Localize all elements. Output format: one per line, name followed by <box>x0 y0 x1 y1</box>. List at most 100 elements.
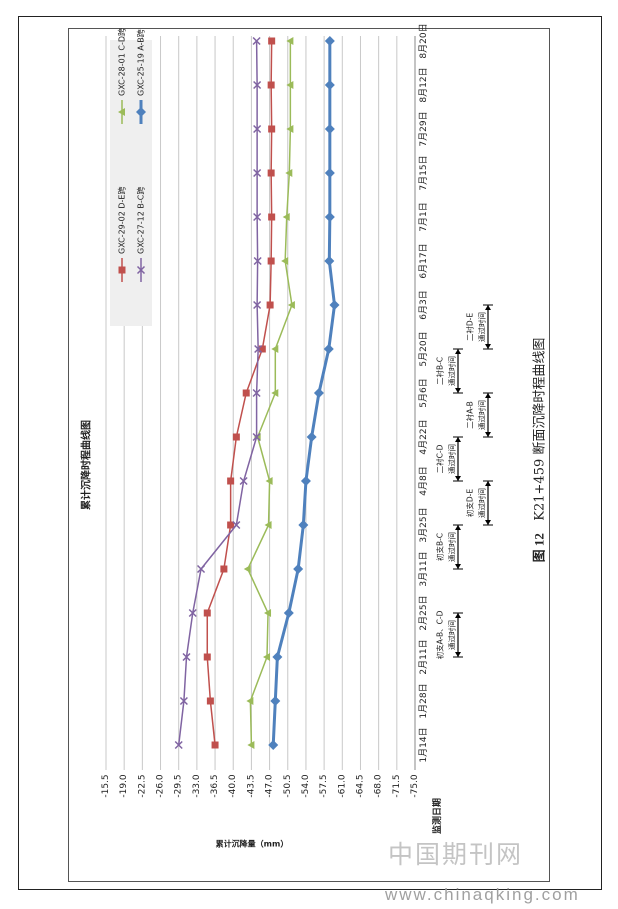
figure-frame <box>68 28 550 882</box>
value-tick-label: -26.0 <box>156 774 166 798</box>
data-point <box>220 565 228 573</box>
data-point <box>268 37 276 45</box>
value-tick-label: -68.0 <box>374 774 384 798</box>
value-tick-label: -19.0 <box>119 774 129 798</box>
data-point <box>206 697 214 705</box>
data-point <box>324 212 335 222</box>
date-tick-label: 6月17日 <box>418 243 429 278</box>
data-point <box>211 741 219 749</box>
data-point <box>324 124 335 134</box>
data-point <box>282 213 290 221</box>
data-point <box>281 257 289 265</box>
date-tick-label: 2月25日 <box>418 595 429 630</box>
date-tick-label: 5月20日 <box>418 331 429 366</box>
data-point <box>267 81 275 89</box>
data-point <box>285 169 293 177</box>
data-point <box>313 388 324 398</box>
value-tick-label: -15.5 <box>101 774 111 797</box>
data-point <box>252 388 261 398</box>
annotation-arrowhead <box>485 344 491 349</box>
data-point <box>179 696 188 706</box>
data-point <box>232 520 241 530</box>
date-tick-label: 5月6日 <box>418 378 429 407</box>
value-tick-label: -36.5 <box>210 774 220 797</box>
data-point <box>300 476 311 486</box>
data-point <box>264 609 272 617</box>
data-point <box>323 344 334 354</box>
watermark-cn: 中国期刊网 <box>388 840 524 869</box>
data-point <box>252 36 261 46</box>
date-tick-label: 3月11日 <box>418 551 429 586</box>
annotation-arrowhead <box>455 437 461 442</box>
data-point <box>253 300 262 310</box>
value-tick-label: -33.0 <box>192 774 202 798</box>
series-line <box>271 41 337 746</box>
data-point <box>298 520 309 530</box>
date-tick-label: 3月25日 <box>418 507 429 542</box>
data-point <box>136 107 146 117</box>
data-point <box>324 36 335 46</box>
date-tick-label: 7月29日 <box>418 111 429 146</box>
figure-title: K21+459 断面沉降时程曲线图 <box>532 337 548 521</box>
data-point <box>329 300 340 310</box>
annotation-label: 通过时间 <box>477 400 487 430</box>
watermark-url: www.chinaqking.com <box>385 885 580 904</box>
annotation-label: 初支A-B、C-D <box>435 610 445 659</box>
data-point <box>188 608 197 618</box>
date-tick-label: 1月28日 <box>418 683 429 718</box>
data-point <box>293 564 304 574</box>
value-axis-title: 累计沉降量（mm） <box>216 839 289 849</box>
data-point <box>254 344 263 354</box>
annotation-arrowhead <box>455 525 461 530</box>
data-point <box>271 345 279 353</box>
value-tick-label: -50.5 <box>283 774 293 797</box>
legend-box <box>110 40 152 326</box>
data-point <box>197 564 206 574</box>
date-tick-label: 2月11日 <box>418 639 429 674</box>
data-point <box>262 653 270 661</box>
annotation-label: 通过时间 <box>447 620 457 650</box>
value-tick-label: -61.0 <box>337 774 347 798</box>
figure-number: 图 12 <box>531 533 547 563</box>
annotation-label: 初支B-C <box>435 533 445 561</box>
date-tick-label: 4月8日 <box>418 466 429 495</box>
data-point <box>271 389 279 397</box>
data-point <box>239 476 248 486</box>
value-tick-label: -54.0 <box>301 774 311 798</box>
data-point <box>253 80 262 90</box>
data-point <box>286 37 294 45</box>
data-point <box>182 652 191 662</box>
value-tick-label: -64.5 <box>355 774 365 797</box>
data-point <box>247 741 255 749</box>
data-point <box>136 265 146 275</box>
data-point <box>118 108 125 116</box>
data-point <box>232 433 240 441</box>
data-point <box>306 432 317 442</box>
value-tick-label: -40.0 <box>228 774 238 798</box>
data-point <box>268 740 279 750</box>
value-tick-label: -29.5 <box>174 774 184 797</box>
annotation-arrowhead <box>485 481 491 486</box>
data-point <box>286 81 294 89</box>
page-frame <box>18 16 602 890</box>
data-point <box>266 301 274 309</box>
data-point <box>270 696 281 706</box>
data-point <box>324 256 335 266</box>
annotation-label: 通过时间 <box>447 356 457 386</box>
legend-label: GXC-29-02 D-E跨 <box>118 187 127 254</box>
data-point <box>246 697 254 705</box>
data-point <box>227 521 235 529</box>
annotation-label: 二衬A-B <box>465 401 475 429</box>
data-point <box>272 652 283 662</box>
date-tick-label: 7月1日 <box>418 202 429 231</box>
annotation-label: 二衬D-E <box>465 313 475 341</box>
data-point <box>252 432 261 442</box>
annotation-arrowhead <box>455 349 461 354</box>
annotation-arrowhead <box>485 393 491 398</box>
data-point <box>268 125 276 133</box>
data-point <box>203 609 211 617</box>
data-point <box>324 80 335 90</box>
data-point <box>287 301 295 309</box>
annotation-label: 通过时间 <box>477 312 487 342</box>
legend-label: GXC-27-12 B-C跨 <box>137 187 146 254</box>
